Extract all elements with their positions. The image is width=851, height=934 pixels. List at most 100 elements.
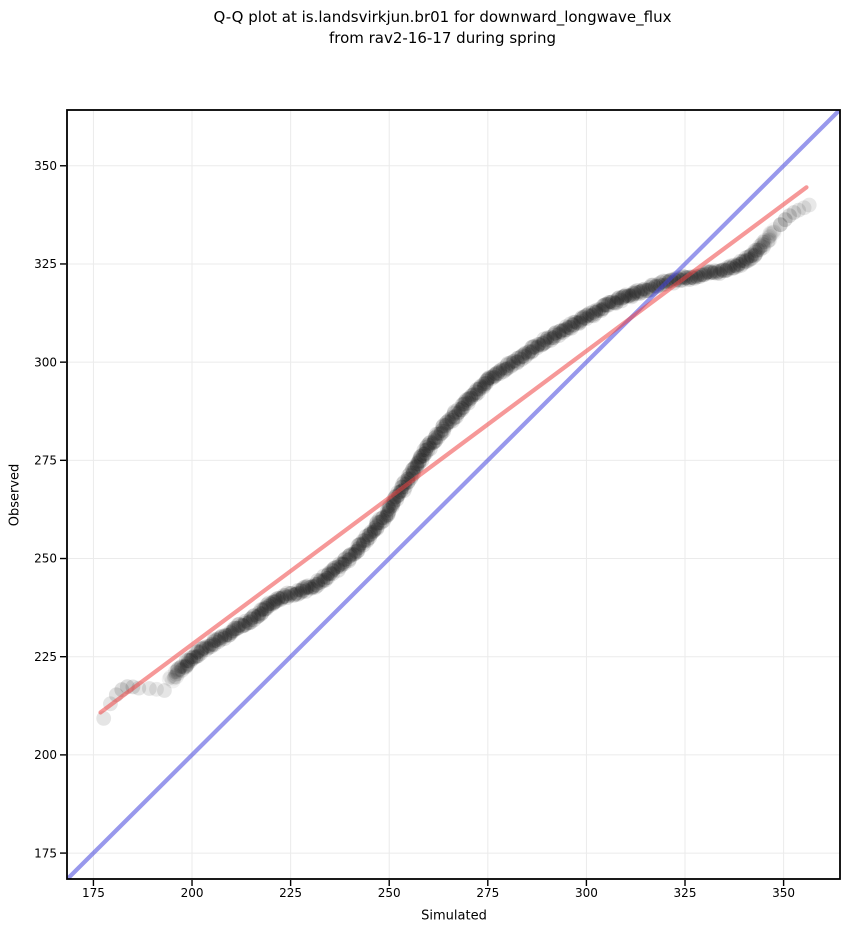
qq-point (323, 566, 339, 581)
qq-point (407, 460, 423, 476)
qq-point (505, 356, 521, 372)
qq-point (360, 533, 375, 549)
qq-point (503, 355, 518, 371)
qq-point (297, 579, 314, 596)
qq-point (644, 277, 659, 292)
qq-point (580, 307, 596, 323)
qq-point (439, 417, 454, 432)
qq-point (476, 376, 491, 391)
qq-point (456, 396, 472, 412)
qq-point (168, 667, 183, 682)
qq-point (752, 240, 767, 255)
qq-point (415, 446, 432, 463)
qq-point (604, 295, 619, 310)
qq-point (286, 587, 302, 603)
qq-point (225, 624, 240, 639)
qq-point (263, 596, 279, 612)
qq-point (237, 613, 253, 629)
qq-point (167, 669, 182, 684)
qq-point (461, 391, 477, 406)
qq-point (582, 308, 597, 324)
qq-point (166, 671, 182, 686)
qq-point (487, 366, 503, 381)
qq-point (367, 520, 383, 537)
qq-point (325, 566, 341, 581)
qq-point (747, 244, 764, 261)
qq-point (331, 556, 348, 572)
qq-point (427, 430, 443, 446)
qq-point (190, 644, 206, 659)
qq-point (479, 372, 495, 388)
qq-point (222, 625, 238, 641)
qq-point (738, 254, 753, 269)
qq-point (229, 620, 245, 637)
qq-point (517, 346, 532, 361)
qq-point (369, 516, 384, 531)
qq-point (579, 311, 594, 327)
qq-point (277, 588, 294, 604)
qq-point (293, 586, 308, 601)
qq-point (451, 406, 466, 421)
qq-point (476, 380, 491, 395)
qq-point (193, 641, 210, 658)
qq-point (470, 384, 486, 401)
qq-point (459, 392, 474, 408)
qq-point (522, 344, 537, 359)
qq-point (342, 547, 358, 564)
qq-point (642, 280, 657, 295)
qq-point (455, 399, 471, 415)
qq-point (524, 344, 539, 360)
qq-point (706, 265, 722, 281)
qq-point (237, 615, 254, 632)
qq-point (450, 402, 466, 417)
qq-point (500, 356, 516, 372)
qq-point (269, 593, 285, 609)
qq-point (230, 617, 247, 634)
qq-point (195, 641, 210, 656)
qq-point (433, 426, 449, 442)
qq-point (290, 583, 305, 598)
qq-point (379, 509, 394, 523)
x-tick-label-225: 225 (279, 886, 302, 900)
qq-point (385, 497, 400, 512)
qq-point (700, 264, 716, 280)
chart-title-line2: from rav2-16-17 during spring (328, 29, 557, 47)
qq-point (693, 267, 708, 283)
qq-point (444, 409, 460, 424)
qq-point (525, 343, 540, 359)
qq-point (363, 524, 378, 540)
qq-point (426, 435, 442, 450)
qq-point (629, 283, 646, 299)
qq-point (575, 310, 592, 326)
qq-point (534, 336, 551, 352)
qq-point (268, 592, 283, 607)
qq-point-faded (96, 711, 112, 726)
qq-point (224, 625, 239, 640)
qq-point (762, 227, 778, 243)
qq-point (563, 319, 580, 336)
qq-point (405, 461, 421, 477)
qq-point (388, 488, 405, 505)
qq-point (363, 526, 379, 542)
qq-point (161, 671, 176, 686)
qq-point-faded (773, 217, 788, 233)
qq-point (298, 583, 314, 599)
qq-point (709, 265, 725, 281)
qq-point (448, 408, 464, 425)
qq-point (196, 640, 212, 656)
qq-point (585, 304, 601, 320)
qq-point (274, 590, 290, 606)
qq-point (543, 329, 559, 346)
qq-point (216, 630, 232, 647)
qq-point (375, 509, 392, 525)
qq-point (610, 291, 625, 306)
qq-point (766, 224, 782, 239)
regression-line (98, 185, 809, 715)
qq-point (243, 610, 259, 626)
qq-point (385, 499, 400, 514)
qq-point (595, 298, 611, 313)
qq-point (417, 446, 432, 461)
qq-point (756, 237, 772, 253)
qq-point (529, 340, 545, 356)
qq-point (752, 242, 768, 258)
